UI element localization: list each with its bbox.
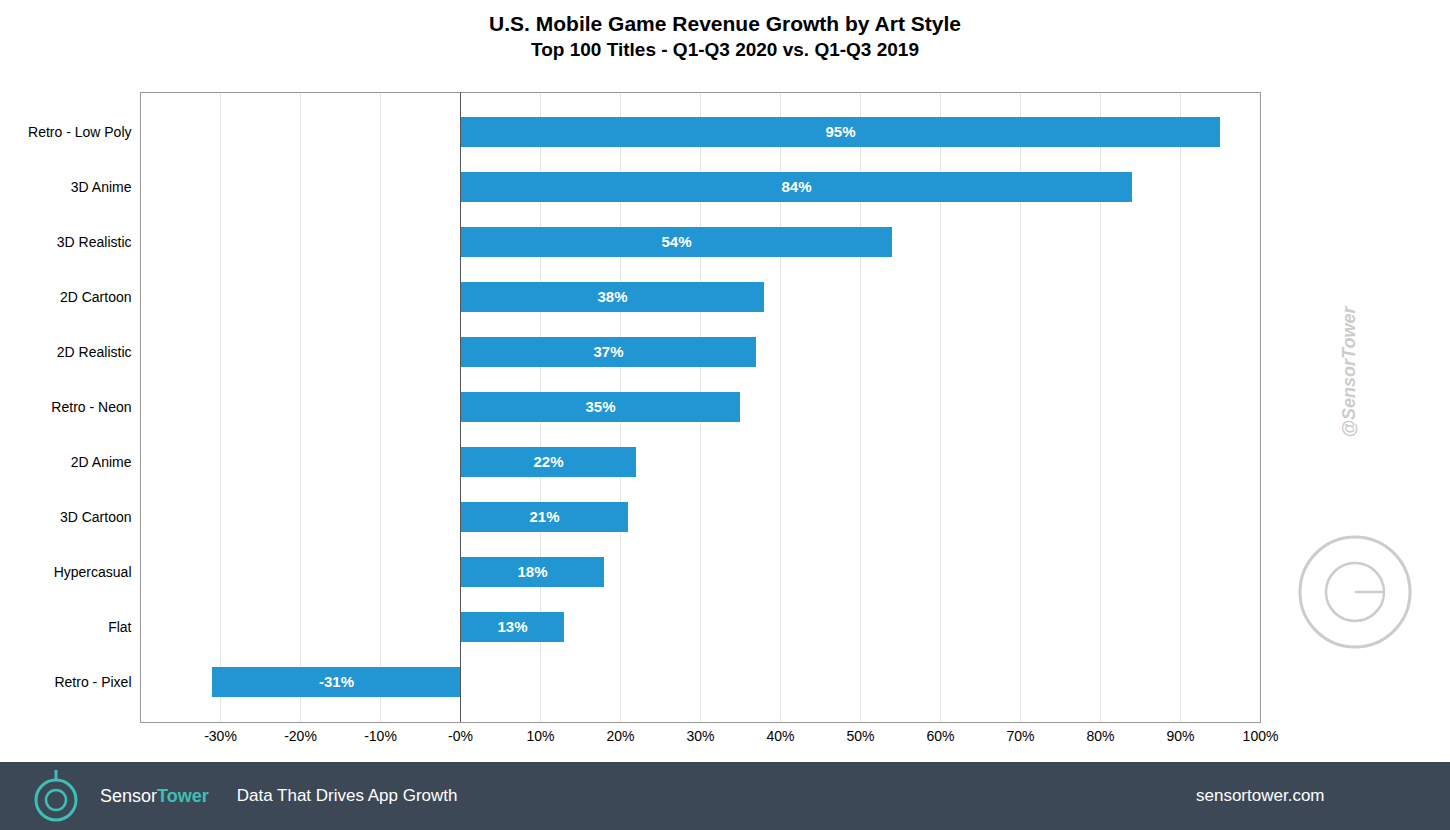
svg-text:-30%: -30% bbox=[204, 728, 237, 744]
svg-text:-0%: -0% bbox=[448, 728, 473, 744]
svg-text:30%: 30% bbox=[686, 728, 714, 744]
svg-text:Retro - Low Poly: Retro - Low Poly bbox=[28, 124, 131, 140]
svg-text:3D Cartoon: 3D Cartoon bbox=[60, 509, 132, 525]
svg-text:100%: 100% bbox=[1243, 728, 1279, 744]
svg-text:2D Realistic: 2D Realistic bbox=[57, 344, 132, 360]
svg-text:35%: 35% bbox=[585, 398, 615, 415]
svg-text:3D Realistic: 3D Realistic bbox=[57, 234, 132, 250]
svg-text:Flat: Flat bbox=[108, 619, 131, 635]
svg-text:60%: 60% bbox=[926, 728, 954, 744]
html-text:Data That Drives App Growth: Data That Drives App Growth bbox=[236, 786, 458, 805]
svg-text:-31%: -31% bbox=[319, 673, 354, 690]
svg-text:3D Anime: 3D Anime bbox=[71, 179, 132, 195]
svg-text:Retro - Pixel: Retro - Pixel bbox=[54, 674, 131, 690]
svg-text:2D Cartoon: 2D Cartoon bbox=[60, 289, 132, 305]
svg-text:70%: 70% bbox=[1006, 728, 1034, 744]
svg-text:2D Anime: 2D Anime bbox=[71, 454, 132, 470]
svg-text:Hypercasual: Hypercasual bbox=[54, 564, 132, 580]
svg-text:80%: 80% bbox=[1086, 728, 1114, 744]
html-text:Top 100 Titles - Q1-Q3 2020 vs: Top 100 Titles - Q1-Q3 2020 vs. Q1-Q3 20… bbox=[531, 39, 919, 60]
svg-text:20%: 20% bbox=[606, 728, 634, 744]
svg-text:54%: 54% bbox=[661, 233, 691, 250]
svg-text:37%: 37% bbox=[593, 343, 623, 360]
svg-text:13%: 13% bbox=[497, 618, 527, 635]
svg-text:10%: 10% bbox=[526, 728, 554, 744]
svg-text:-10%: -10% bbox=[364, 728, 397, 744]
svg-text:50%: 50% bbox=[846, 728, 874, 744]
svg-text:-20%: -20% bbox=[284, 728, 317, 744]
svg-text:90%: 90% bbox=[1166, 728, 1194, 744]
html-text:sensortower.com: sensortower.com bbox=[1196, 786, 1325, 805]
svg-text:84%: 84% bbox=[781, 178, 811, 195]
svg-text:40%: 40% bbox=[766, 728, 794, 744]
svg-text:38%: 38% bbox=[597, 288, 627, 305]
svg-text:Retro - Neon: Retro - Neon bbox=[51, 399, 131, 415]
html-text:U.S. Mobile Game Revenue Growt: U.S. Mobile Game Revenue Growth by Art S… bbox=[489, 12, 961, 35]
svg-text:21%: 21% bbox=[529, 508, 559, 525]
svg-text:@SensorTower: @SensorTower bbox=[1339, 306, 1359, 438]
svg-text:95%: 95% bbox=[825, 123, 855, 140]
html-text:Sensor Tower: Sensor Tower bbox=[100, 785, 209, 806]
svg-text:22%: 22% bbox=[533, 453, 563, 470]
svg-text:18%: 18% bbox=[517, 563, 547, 580]
